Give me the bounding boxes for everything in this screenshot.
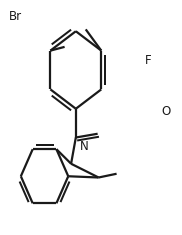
Text: Br: Br [9, 10, 22, 23]
Text: N: N [80, 140, 89, 153]
Text: F: F [145, 54, 152, 67]
Text: O: O [161, 105, 170, 118]
